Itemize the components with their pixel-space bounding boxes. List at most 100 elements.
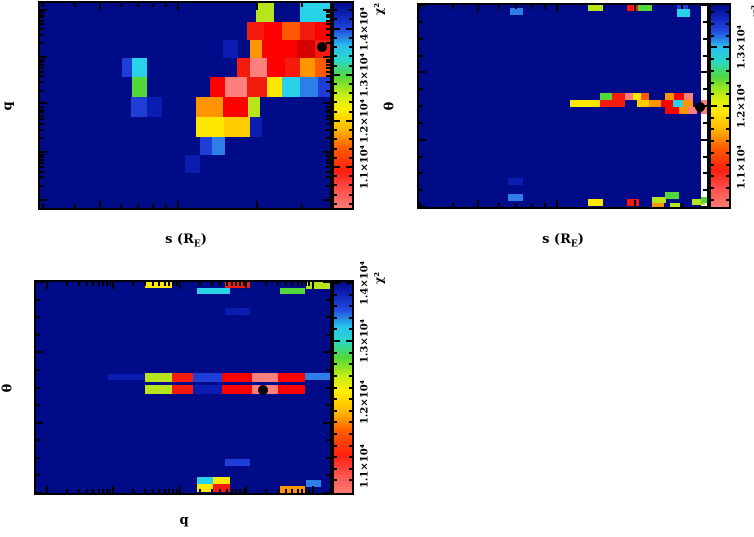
x-axis-tick (276, 489, 279, 493)
y-axis-tick (326, 114, 330, 117)
y-axis-tick (40, 118, 44, 121)
heatmap-cell (305, 372, 330, 381)
heatmap-cell (222, 372, 253, 382)
colorbar-tick (726, 140, 729, 143)
heatmap-cell (197, 476, 213, 484)
y-axis-tick (700, 138, 707, 141)
y-axis-tick (40, 156, 44, 159)
colorbar-tick (334, 73, 340, 76)
x-axis-tick (451, 5, 454, 9)
colorbar-tick (349, 351, 352, 354)
heatmap-cell (131, 97, 147, 118)
colorbar-tick (711, 116, 714, 119)
y-axis-tick (326, 118, 330, 121)
x-axis-tick (543, 5, 546, 9)
colorbar-tick (349, 305, 352, 308)
heatmap-cell (256, 3, 275, 23)
x-axis-tick (244, 486, 247, 493)
colorbar-tick (334, 101, 337, 104)
x-axis-tick (112, 282, 115, 289)
x-axis-tick (177, 201, 180, 208)
y-axis-tick (40, 128, 44, 131)
y-axis-tick (326, 27, 330, 30)
colorbar-tick (726, 163, 729, 166)
x-axis-tick (235, 489, 238, 493)
heatmap-cell (507, 194, 523, 202)
y-axis-tick (419, 20, 423, 23)
x-axis-tick (311, 486, 314, 493)
heatmap-cell (249, 116, 262, 138)
y-axis-tick (703, 121, 707, 124)
y-axis-tick (40, 122, 44, 125)
colorbar-tick (334, 27, 340, 30)
heatmap-cell (651, 202, 665, 207)
x-axis-tick (477, 5, 480, 12)
y-axis-tick (326, 162, 330, 165)
colorbar-tick (349, 374, 352, 377)
colorbar-tick (349, 110, 352, 113)
colorbar-tick (349, 202, 352, 205)
colorbar-tick (334, 363, 337, 366)
heatmap-cell (599, 93, 612, 101)
heatmap-cell (108, 374, 146, 380)
colorbar-tick (349, 64, 352, 67)
heatmap-cell (267, 57, 286, 77)
x-axis-tick (97, 282, 100, 286)
colorbar-tick (346, 119, 352, 122)
y-axis-tick (36, 351, 43, 354)
colorbar-tick (723, 46, 729, 49)
y-axis-tick (326, 16, 330, 19)
y-axis-label-q: q (1, 101, 16, 110)
colorbar-tick (726, 128, 729, 131)
x-axis-tick (199, 282, 202, 286)
x-axis-label-text: ) (200, 232, 207, 247)
colorbar-tick (349, 316, 352, 319)
y-axis-tick (700, 5, 707, 6)
y-axis-label-text: θ (0, 383, 16, 393)
heatmap-cell (673, 93, 684, 101)
heatmap-cell (285, 57, 301, 77)
heatmap-cell (122, 57, 132, 77)
y-axis-tick (323, 351, 330, 354)
x-axis-tick (97, 489, 100, 493)
x-axis-tick (284, 282, 287, 286)
y-axis-tick (326, 11, 330, 14)
heatmap-cell (223, 116, 237, 138)
colorbar-tick (334, 421, 337, 424)
x-axis-tick (451, 203, 454, 207)
colorbar-tick (349, 101, 352, 104)
colorbar-tick (334, 282, 340, 285)
heatmap-cell (641, 93, 650, 101)
heatmap-cell (626, 5, 638, 11)
colorbar-tick (349, 82, 352, 85)
x-axis-tick (85, 282, 88, 286)
x-axis-tick (210, 282, 213, 286)
colorbar-tick (334, 129, 337, 132)
y-axis-tick (36, 456, 40, 459)
colorbar-tick (711, 163, 714, 166)
x-axis-tick (172, 489, 174, 493)
heatmap-cell (637, 5, 652, 11)
y-axis-tick (36, 316, 40, 319)
x-axis-tick (230, 282, 233, 286)
y-axis-tick (326, 89, 330, 92)
heatmap-cell (679, 107, 688, 115)
colorbar-tick-label: 1.1×10⁴ (359, 443, 371, 488)
colorbar-tick (346, 73, 352, 76)
y-axis-tick (40, 159, 44, 162)
x-axis-tick (136, 204, 139, 208)
x-axis-tick (219, 489, 222, 493)
heatmap-cell (131, 77, 147, 98)
y-axis-tick (419, 71, 426, 74)
heatmap-cell (131, 57, 147, 77)
colorbar-tick (334, 479, 337, 482)
y-axis-tick (326, 42, 330, 45)
y-axis-tick (323, 492, 330, 493)
heatmap-cell (687, 107, 697, 115)
y-axis-tick (326, 111, 330, 114)
colorbar-tick (349, 36, 352, 39)
x-axis-tick (244, 282, 247, 289)
heatmap-cell (507, 177, 523, 185)
y-axis-tick (40, 89, 44, 92)
y-axis-tick (36, 439, 40, 442)
